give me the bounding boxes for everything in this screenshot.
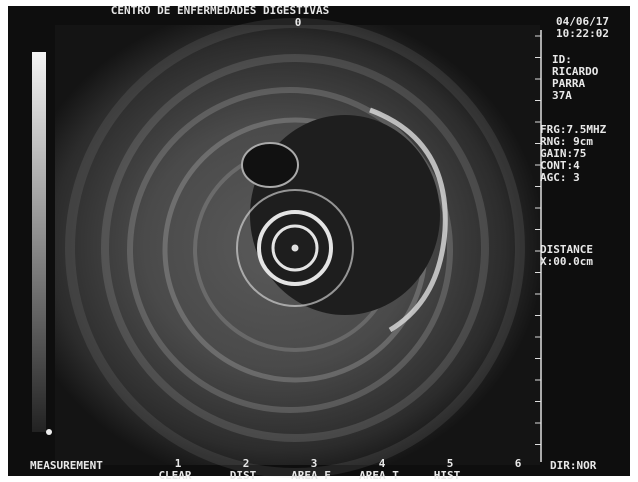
function-keys: 1 2 3 4 5 6 CLEAR DIST AREA F AREA T HIST xyxy=(158,457,521,482)
setting: AGC: 3 xyxy=(540,171,580,184)
date: 04/06/17 xyxy=(556,15,609,28)
id-label: ID: xyxy=(552,53,572,66)
gray-scale-bar xyxy=(32,52,46,432)
direction: DIR:NOR xyxy=(550,459,597,472)
key-number: 5 xyxy=(447,457,454,470)
key-function: CLEAR xyxy=(158,469,191,482)
wall-echo xyxy=(369,107,448,333)
setting: FRG:7.5MHZ xyxy=(540,123,607,136)
patient-name: RICARDO xyxy=(552,65,599,78)
clinic-title: CENTRO DE ENFERMEDADES DIGESTIVAS xyxy=(111,4,330,17)
time: 10:22:02 xyxy=(556,27,609,40)
measurement-label: MEASUREMENT xyxy=(30,459,103,472)
distance-label: DISTANCE xyxy=(540,243,593,256)
key-function: HIST xyxy=(434,469,461,482)
key-number: 2 xyxy=(243,457,250,470)
distance-value: X:00.0cm xyxy=(540,255,593,268)
orientation-marker: 0 xyxy=(295,16,302,29)
patient-name: PARRA xyxy=(552,77,585,90)
probe-rings xyxy=(236,189,354,307)
key-number: 6 xyxy=(515,457,522,470)
scale-dot xyxy=(46,429,52,435)
key-number: 4 xyxy=(379,457,386,470)
key-number: 1 xyxy=(175,457,182,470)
key-number: 3 xyxy=(311,457,318,470)
key-function: AREA F xyxy=(291,469,331,482)
vessel xyxy=(241,142,299,188)
key-function: DIST xyxy=(230,469,257,482)
setting: RNG: 9cm xyxy=(540,135,593,148)
patient-age: 37A xyxy=(552,89,572,102)
echo-rings xyxy=(65,18,525,478)
ruler-ticks xyxy=(535,35,541,445)
setting: GAIN:75 xyxy=(540,147,586,160)
key-function: AREA T xyxy=(359,469,399,482)
setting: CONT:4 xyxy=(540,159,580,172)
